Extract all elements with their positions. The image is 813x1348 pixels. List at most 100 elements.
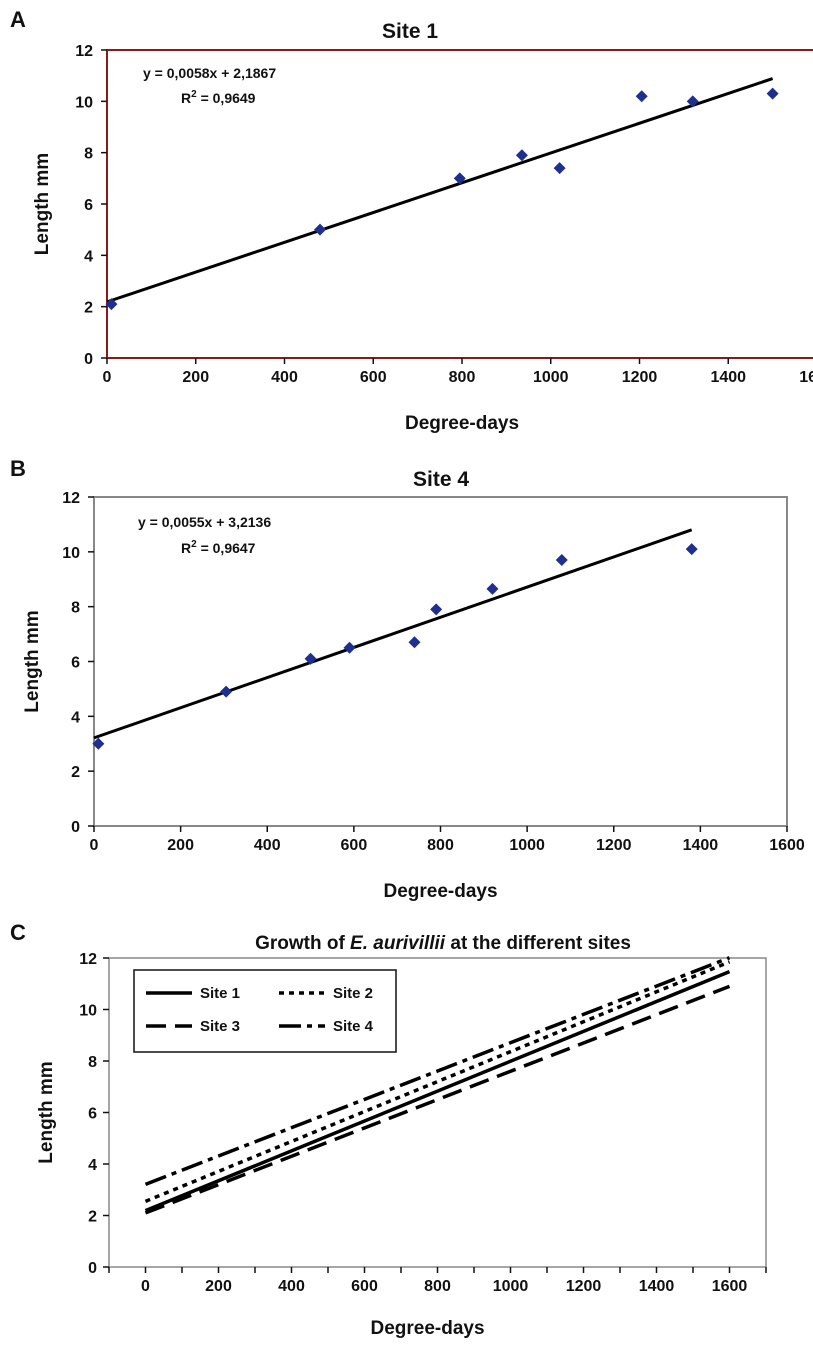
- data-point: [453, 172, 466, 185]
- x-tick-label: 0: [90, 837, 99, 854]
- x-tick-label: 800: [424, 1278, 451, 1295]
- r-squared-label: R2 = 0,9649: [181, 89, 256, 106]
- chart-title: Growth of E. aurivillii at the different…: [255, 933, 631, 954]
- y-tick-label: 8: [84, 146, 93, 163]
- y-tick-label: 8: [71, 600, 80, 617]
- series-line-site-3: [144, 984, 731, 1215]
- regression-equation: y = 0,0058x + 2,1867: [143, 65, 276, 81]
- data-point: [105, 298, 118, 311]
- data-point: [635, 90, 648, 103]
- x-tick-label: 400: [254, 837, 281, 854]
- chart-title-species: E. aurivillii: [350, 933, 446, 954]
- x-axis-label: Degree-days: [405, 413, 519, 434]
- panel-letter-a: A: [10, 7, 26, 32]
- x-tick-label: 1000: [493, 1278, 529, 1295]
- data-point: [430, 603, 443, 616]
- x-tick-label: 1000: [509, 837, 545, 854]
- x-axis-label: Degree-days: [370, 1318, 484, 1339]
- y-tick-label: 8: [88, 1054, 97, 1071]
- r-squared-value: = 0,9649: [197, 90, 256, 106]
- y-tick-label: 4: [71, 709, 80, 726]
- y-tick-label: 12: [62, 490, 80, 507]
- y-axis-label: Length mm: [36, 1061, 57, 1163]
- trendline: [106, 77, 774, 304]
- data-point: [685, 543, 698, 556]
- r-squared-exponent: 2: [191, 539, 197, 550]
- y-tick-label: 6: [84, 197, 93, 214]
- x-tick-label: 1600: [799, 369, 813, 386]
- y-tick-label: 12: [79, 951, 97, 968]
- y-tick-label: 2: [88, 1209, 97, 1226]
- x-tick-label: 1200: [622, 369, 658, 386]
- y-axis-label: Length mm: [22, 610, 43, 712]
- data-point: [515, 149, 528, 162]
- regression-equation: y = 0,0055x + 3,2136: [138, 514, 271, 530]
- x-tick-label: 0: [103, 369, 112, 386]
- y-tick-label: 10: [75, 94, 93, 111]
- x-tick-label: 1600: [769, 837, 805, 854]
- r-squared-value: = 0,9647: [197, 540, 256, 556]
- r-squared-symbol: R: [181, 540, 191, 556]
- y-tick-label: 6: [88, 1106, 97, 1123]
- x-tick-label: 1400: [710, 369, 746, 386]
- y-tick-label: 10: [79, 1003, 97, 1020]
- x-tick-label: 200: [167, 837, 194, 854]
- y-axis-label: Length mm: [32, 153, 53, 255]
- y-tick-label: 0: [71, 819, 80, 836]
- x-tick-label: 600: [351, 1278, 378, 1295]
- trendline: [93, 528, 693, 740]
- panel-letter-b: B: [10, 456, 26, 481]
- chart-title-prefix: Growth of: [255, 933, 350, 954]
- x-tick-label: 1000: [533, 369, 569, 386]
- data-point: [314, 223, 326, 236]
- legend-label-site-2: Site 2: [333, 985, 373, 1002]
- legend-label-site-1: Site 1: [200, 985, 240, 1002]
- x-tick-label: 200: [182, 369, 209, 386]
- chart-title-suffix: at the different sites: [445, 933, 631, 954]
- data-point: [304, 652, 317, 665]
- x-tick-label: 1200: [566, 1278, 602, 1295]
- x-tick-label: 1400: [683, 837, 719, 854]
- chart-a: Site 1 0 200 400 600 800 1000 1200 1400 1600 0 2 4 6 8…: [32, 20, 813, 434]
- x-tick-label: 400: [278, 1278, 305, 1295]
- x-axis-label: Degree-days: [383, 881, 497, 902]
- legend-box: [133, 969, 397, 1053]
- y-tick-label: 0: [88, 1260, 97, 1277]
- y-tick-label: 2: [71, 764, 80, 781]
- data-point: [343, 641, 356, 654]
- r-squared-label: R2 = 0,9647: [181, 539, 256, 556]
- chart-title: Site 4: [413, 468, 469, 491]
- panel-letter-c: C: [10, 920, 26, 945]
- r-squared-symbol: R: [181, 90, 191, 106]
- legend-label-site-3: Site 3: [200, 1018, 240, 1035]
- chart-c: Growth of E. aurivillii at the different…: [36, 933, 767, 1339]
- x-tick-label: 200: [205, 1278, 232, 1295]
- y-tick-label: 6: [71, 655, 80, 672]
- y-tick-label: 4: [88, 1157, 97, 1174]
- y-tick-label: 12: [75, 43, 93, 60]
- data-point: [553, 162, 566, 175]
- x-tick-label: 400: [271, 369, 298, 386]
- legend-label-site-4: Site 4: [333, 1018, 374, 1035]
- y-tick-label: 10: [62, 545, 80, 562]
- data-point: [766, 87, 779, 100]
- data-point: [486, 582, 499, 595]
- y-tick-label: 4: [84, 248, 93, 265]
- x-tick-label: 600: [360, 369, 387, 386]
- x-tick-label: 1600: [712, 1278, 748, 1295]
- y-tick-label: 0: [84, 351, 93, 368]
- x-tick-label: 600: [341, 837, 368, 854]
- data-point: [686, 95, 699, 108]
- data-point: [555, 554, 568, 567]
- r-squared-exponent: 2: [191, 89, 197, 100]
- series-line-site-1: [144, 970, 731, 1213]
- chart-b: Site 4 0 200 400 600 800 1000 1200 1400 1600 0 2 4 6 8…: [22, 468, 805, 902]
- series-line-site-4: [144, 956, 731, 1186]
- x-tick-label: 800: [449, 369, 476, 386]
- data-point: [92, 737, 105, 750]
- x-tick-label: 800: [427, 837, 454, 854]
- y-tick-label: 2: [84, 300, 93, 317]
- data-point: [408, 636, 421, 649]
- x-tick-label: 1200: [596, 837, 632, 854]
